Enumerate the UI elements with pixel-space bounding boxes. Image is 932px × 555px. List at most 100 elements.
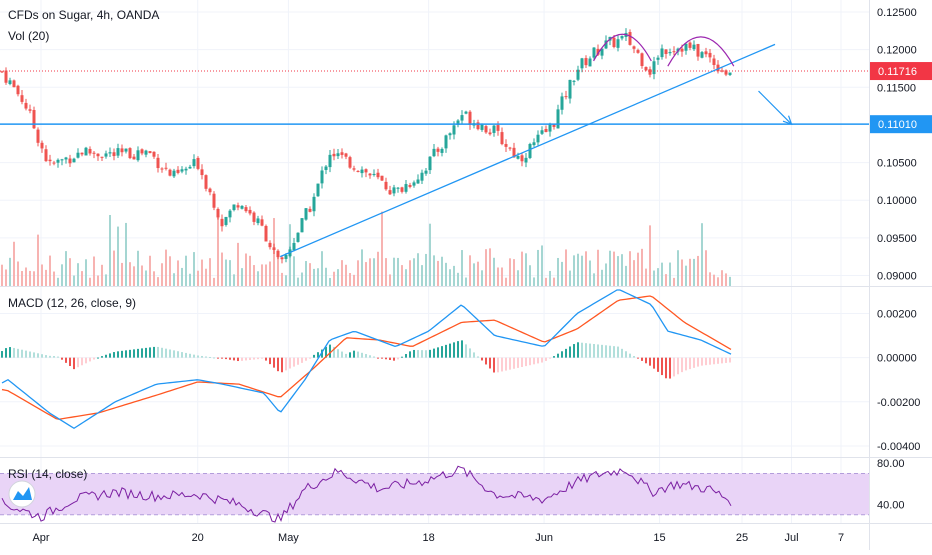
candle-body <box>124 148 128 152</box>
candle-body <box>152 151 156 157</box>
candle-body <box>12 80 16 88</box>
macd-histogram-bar <box>317 352 319 358</box>
macd-histogram-bar <box>241 357 243 361</box>
macd-histogram-bar <box>725 357 727 363</box>
macd-histogram-bar <box>693 357 695 368</box>
pattern-arc-left[interactable] <box>593 33 652 62</box>
volume-bar <box>457 272 459 286</box>
volume-bar <box>613 251 615 286</box>
candle-body <box>172 170 176 177</box>
candle-body <box>488 132 492 135</box>
volume-bar <box>277 250 279 286</box>
candle-body <box>496 125 500 131</box>
macd-histogram-bar <box>61 357 63 360</box>
macd-histogram-bar <box>485 357 487 365</box>
macd-histogram-bar <box>253 357 255 360</box>
candle-body <box>596 48 600 55</box>
macd-histogram-bar <box>289 357 291 369</box>
time-tick-label: May <box>278 532 299 544</box>
volume-bar <box>729 276 731 286</box>
macd-histogram-bar <box>149 347 151 358</box>
candle-body <box>32 110 36 129</box>
macd-histogram-bar <box>185 352 187 358</box>
candle-body <box>532 142 536 146</box>
candle-body <box>412 182 416 186</box>
candle-body <box>420 172 424 181</box>
macd-histogram-bar <box>137 348 139 358</box>
candle-body <box>712 58 716 65</box>
candle-body <box>592 47 596 58</box>
volume-bar <box>661 262 663 286</box>
volume-bar <box>49 255 51 286</box>
candle-body <box>464 111 468 114</box>
macd-histogram-bar <box>609 345 611 358</box>
volume-bar <box>157 277 159 286</box>
volume-label: Vol (20) <box>8 29 49 43</box>
volume-bar <box>117 226 119 286</box>
macd-histogram-bar <box>465 344 467 358</box>
candle-body <box>688 42 692 48</box>
price-tick-label: 0.09500 <box>877 233 917 245</box>
macd-histogram-bar <box>325 346 327 358</box>
candle-body <box>236 205 240 208</box>
projection-arrow-line[interactable] <box>758 90 792 125</box>
macd-histogram-bar <box>205 356 207 358</box>
volume-bar <box>33 271 35 286</box>
macd-histogram-bar <box>37 353 39 358</box>
candle-body <box>656 57 660 60</box>
macd-histogram-bar <box>393 357 395 361</box>
volume-bar <box>629 251 631 286</box>
candle-body <box>684 43 688 51</box>
volume-bar <box>625 265 627 286</box>
volume-bar <box>501 267 503 286</box>
candle-body <box>224 216 228 225</box>
candle-body <box>708 52 712 58</box>
macd-histogram-bar <box>69 357 71 366</box>
projection-arrow-head <box>782 115 793 126</box>
volume-bar <box>605 263 607 286</box>
volume-bar <box>197 270 199 286</box>
volume-bar <box>621 254 623 286</box>
volume-bar <box>425 253 427 286</box>
candle-body <box>112 152 116 157</box>
volume-bar <box>41 264 43 286</box>
macd-histogram-bar <box>209 356 211 358</box>
volume-bar <box>505 277 507 286</box>
volume-bar <box>529 265 531 286</box>
volume-bar <box>313 268 315 286</box>
candle-body <box>252 212 256 222</box>
macd-histogram-bar <box>369 355 371 358</box>
volume-bar <box>657 268 659 286</box>
candle-body <box>396 187 400 189</box>
volume-bar <box>597 249 599 286</box>
volume-bar <box>589 260 591 286</box>
volume-bar <box>553 277 555 286</box>
price-tick-label: 0.10000 <box>877 195 917 207</box>
ascending-trendline[interactable] <box>279 43 776 258</box>
candle-body <box>384 181 388 190</box>
macd-histogram-bar <box>21 349 23 358</box>
rsi-pane <box>0 465 869 523</box>
volume-bar <box>325 267 327 286</box>
volume-bar <box>73 275 75 286</box>
macd-histogram-bar <box>669 357 671 379</box>
volume-bar <box>645 268 647 286</box>
tradingview-logo[interactable] <box>8 480 36 508</box>
time-tick-label: 25 <box>736 532 748 544</box>
candle-body <box>24 102 28 109</box>
volume-bar <box>153 271 155 286</box>
macd-histogram-bar <box>461 340 463 358</box>
candle-body <box>348 157 352 168</box>
volume-bar <box>109 214 111 286</box>
volume-bar <box>205 268 207 286</box>
volume-bar <box>381 211 383 286</box>
volume-bar <box>469 255 471 286</box>
candle-body <box>528 143 532 158</box>
volume-bar <box>393 257 395 286</box>
candle-body <box>408 185 412 187</box>
candle-body <box>508 147 512 149</box>
candle-body <box>8 80 12 85</box>
pattern-arc-right[interactable] <box>667 36 735 67</box>
macd-histogram-bar <box>385 357 387 360</box>
